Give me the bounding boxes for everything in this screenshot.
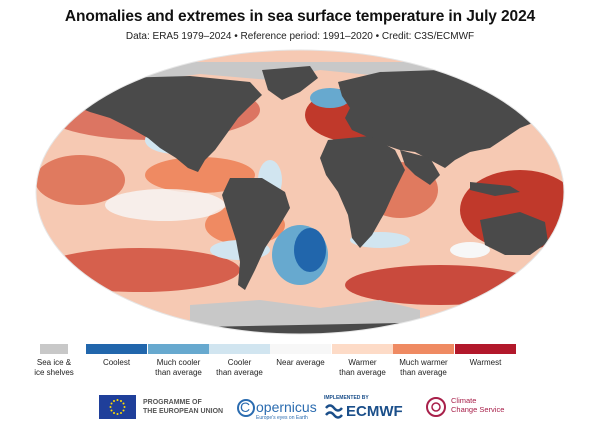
legend-label: Cooler than average: [216, 358, 263, 377]
world-map: [35, 49, 565, 335]
legend-swatch: [393, 344, 454, 354]
copernicus-name: opernicus: [256, 399, 317, 415]
c3s-logo: Climate Change Service: [425, 393, 515, 423]
footer-logos: PROGRAMME OF THE EUROPEAN UNION C operni…: [0, 390, 600, 425]
eu-programme-text: PROGRAMME OF THE EUROPEAN UNION: [143, 399, 224, 415]
c3s-circle-icon: [426, 397, 446, 417]
africa: [320, 136, 405, 248]
greenland: [262, 66, 318, 100]
legend-label: Much warmer than average: [399, 358, 448, 377]
indonesia: [470, 182, 520, 196]
map-subtitle: Data: ERA5 1979–2024 • Reference period:…: [125, 31, 475, 42]
globe-outline: [35, 49, 565, 335]
australia: [480, 212, 548, 255]
legend-swatch: [455, 344, 516, 354]
legend-swatch: [332, 344, 393, 354]
legend-swatch: [209, 344, 270, 354]
copernicus-tagline: Europe's eyes on Earth: [256, 415, 308, 421]
legend-swatch: [270, 344, 331, 354]
legend-swatch: [40, 344, 68, 354]
legend-swatch: [148, 344, 209, 354]
legend-label: Much cooler than average: [155, 358, 202, 377]
ecmwf-implemented-text: IMPLEMENTED BY: [324, 395, 369, 401]
ecmwf-name: ECMWF: [346, 403, 403, 420]
map-title: Anomalies and extremes in sea surface te…: [64, 8, 536, 25]
south-america: [222, 178, 290, 290]
copernicus-letter: C: [240, 399, 251, 415]
north-america: [58, 76, 262, 172]
copernicus-logo: C opernicus Europe's eyes on Earth: [237, 396, 321, 422]
legend-label: Warmer than average: [339, 358, 386, 377]
legend-label: Coolest: [102, 358, 131, 367]
legend-label: Warmest: [469, 358, 502, 367]
ecmwf-logo: IMPLEMENTED BY ECMWF: [324, 395, 406, 421]
legend-label: Near average: [276, 358, 325, 367]
south-asia: [400, 150, 440, 185]
eu-flag-icon: [99, 395, 136, 419]
legend-swatch: [86, 344, 147, 354]
c3s-line1: Climate: [451, 396, 477, 405]
legend-label: Sea ice & ice shelves: [34, 358, 74, 377]
c3s-line2: Change Service: [451, 405, 505, 414]
ecmwf-wave-icon: [325, 404, 343, 419]
legend: Sea ice & ice shelves Coolest Much cooler th…: [0, 344, 600, 384]
